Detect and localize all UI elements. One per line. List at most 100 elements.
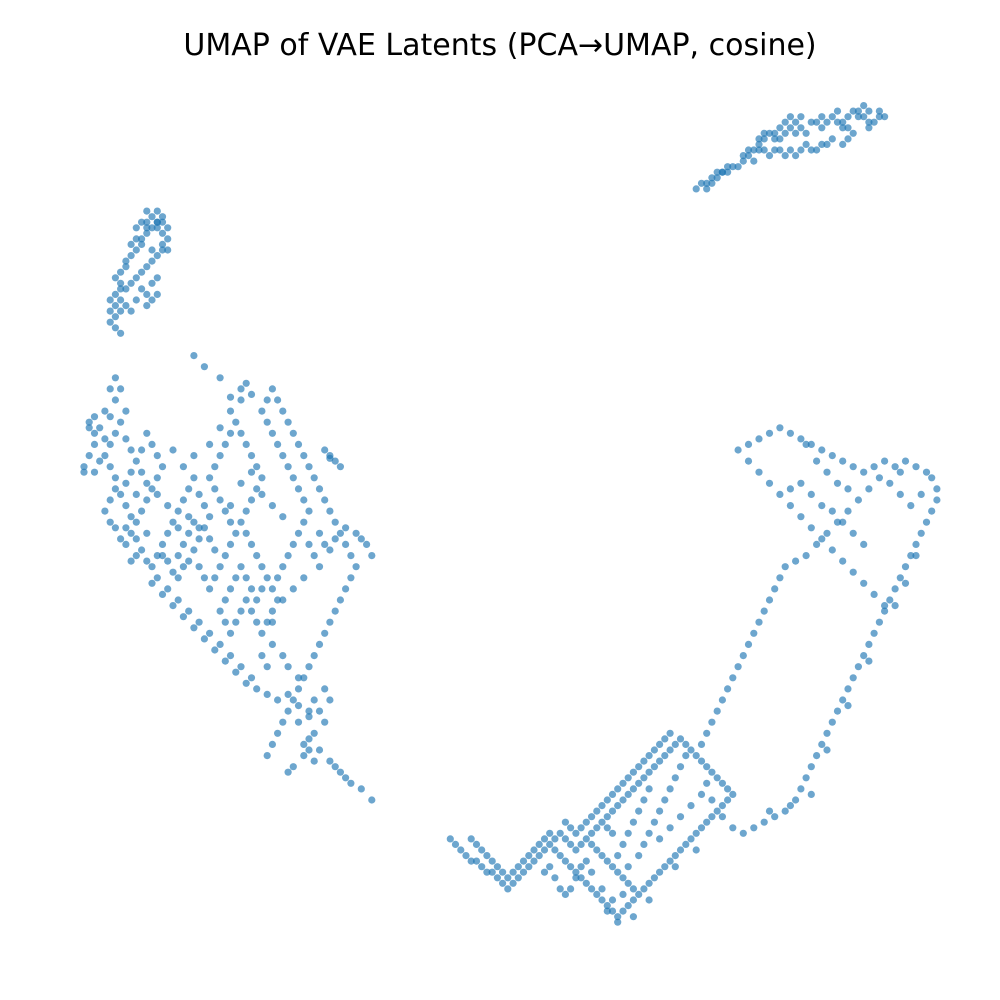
- scatter-point: [854, 113, 863, 121]
- scatter-point: [624, 863, 632, 871]
- scatter-point: [242, 507, 250, 515]
- scatter-point: [221, 618, 229, 626]
- scatter-point: [268, 502, 276, 510]
- scatter-point: [744, 457, 753, 465]
- scatter-point: [619, 907, 627, 915]
- scatter-point: [347, 552, 355, 560]
- scatter-point: [650, 763, 659, 771]
- scatter-point: [828, 113, 836, 121]
- scatter-point: [300, 740, 308, 749]
- scatter-point: [682, 740, 690, 749]
- scatter-point: [724, 685, 732, 693]
- scatter-point: [80, 468, 88, 476]
- scatter-point: [284, 663, 292, 671]
- scatter-point: [221, 596, 229, 604]
- scatter-point: [886, 596, 894, 604]
- scatter-point: [132, 490, 140, 498]
- scatter-point: [567, 885, 575, 893]
- scatter-point: [211, 574, 219, 582]
- scatter-point: [122, 435, 130, 443]
- scatter-point: [315, 563, 324, 571]
- scatter-point: [279, 718, 287, 726]
- scatter-point: [860, 468, 868, 476]
- scatter-point: [294, 529, 303, 537]
- scatter-point: [472, 857, 481, 865]
- scatter-point: [666, 746, 674, 754]
- scatter-point: [253, 618, 261, 626]
- scatter-point: [80, 463, 88, 471]
- scatter-point: [143, 529, 151, 537]
- scatter-point: [828, 452, 836, 460]
- scatter-point: [776, 146, 784, 154]
- scatter-point: [101, 452, 109, 460]
- scatter-point: [912, 552, 920, 560]
- scatter-point: [284, 418, 292, 426]
- scatter-point: [247, 452, 256, 460]
- scatter-point: [153, 452, 161, 460]
- scatter-point: [289, 540, 297, 549]
- scatter-point: [692, 752, 700, 760]
- scatter-point: [792, 152, 800, 160]
- scatter-point: [263, 690, 271, 699]
- scatter-point: [666, 857, 674, 865]
- scatter-point: [739, 152, 747, 160]
- scatter-point: [608, 807, 617, 815]
- scatter-point: [828, 718, 836, 726]
- scatter-point: [781, 563, 789, 571]
- scatter-point: [881, 113, 889, 121]
- scatter-point: [551, 835, 559, 843]
- scatter-point: [640, 774, 648, 782]
- scatter-point: [138, 507, 146, 515]
- scatter-point: [645, 752, 653, 760]
- scatter-point: [179, 463, 187, 471]
- scatter-point: [640, 796, 648, 804]
- scatter-point: [158, 218, 167, 226]
- scatter-point: [451, 840, 460, 849]
- scatter-point: [195, 490, 203, 498]
- scatter-point: [614, 852, 622, 860]
- scatter-point: [153, 574, 161, 582]
- scatter-point: [462, 852, 470, 860]
- scatter-point: [90, 429, 99, 437]
- scatter-point: [912, 540, 920, 549]
- scatter-point: [122, 502, 130, 510]
- scatter-point: [891, 585, 899, 593]
- scatter-point: [682, 840, 690, 849]
- scatter-point: [164, 529, 172, 537]
- scatter-point: [813, 118, 821, 126]
- scatter-point: [132, 235, 140, 243]
- scatter-point: [190, 352, 198, 360]
- scatter-point: [781, 118, 789, 126]
- scatter-point: [933, 496, 941, 504]
- scatter-point: [588, 813, 596, 821]
- scatter-point: [279, 652, 287, 660]
- scatter-point: [922, 468, 931, 476]
- scatter-point: [650, 818, 659, 826]
- scatter-point: [127, 307, 135, 315]
- scatter-point: [807, 790, 815, 799]
- scatter-point: [446, 835, 454, 843]
- scatter-point: [127, 446, 135, 454]
- scatter-point: [734, 163, 742, 171]
- scatter-point: [713, 807, 721, 815]
- scatter-point: [305, 713, 313, 721]
- scatter-point: [572, 829, 580, 837]
- scatter-point: [750, 157, 758, 165]
- scatter-point: [289, 585, 297, 593]
- scatter-point: [111, 396, 119, 404]
- scatter-point: [179, 496, 187, 504]
- scatter-point: [530, 846, 538, 854]
- scatter-point: [310, 729, 318, 737]
- scatter-point: [483, 852, 491, 860]
- scatter-point: [174, 574, 182, 582]
- scatter-point: [305, 463, 313, 471]
- scatter-point: [619, 874, 627, 882]
- scatter-point: [247, 390, 256, 398]
- scatter-point: [499, 868, 507, 876]
- scatter-point: [797, 146, 805, 154]
- scatter-point: [645, 896, 653, 904]
- scatter-point: [117, 285, 125, 293]
- scatter-point: [148, 296, 156, 304]
- scatter-point: [111, 429, 119, 437]
- scatter-point: [860, 540, 868, 549]
